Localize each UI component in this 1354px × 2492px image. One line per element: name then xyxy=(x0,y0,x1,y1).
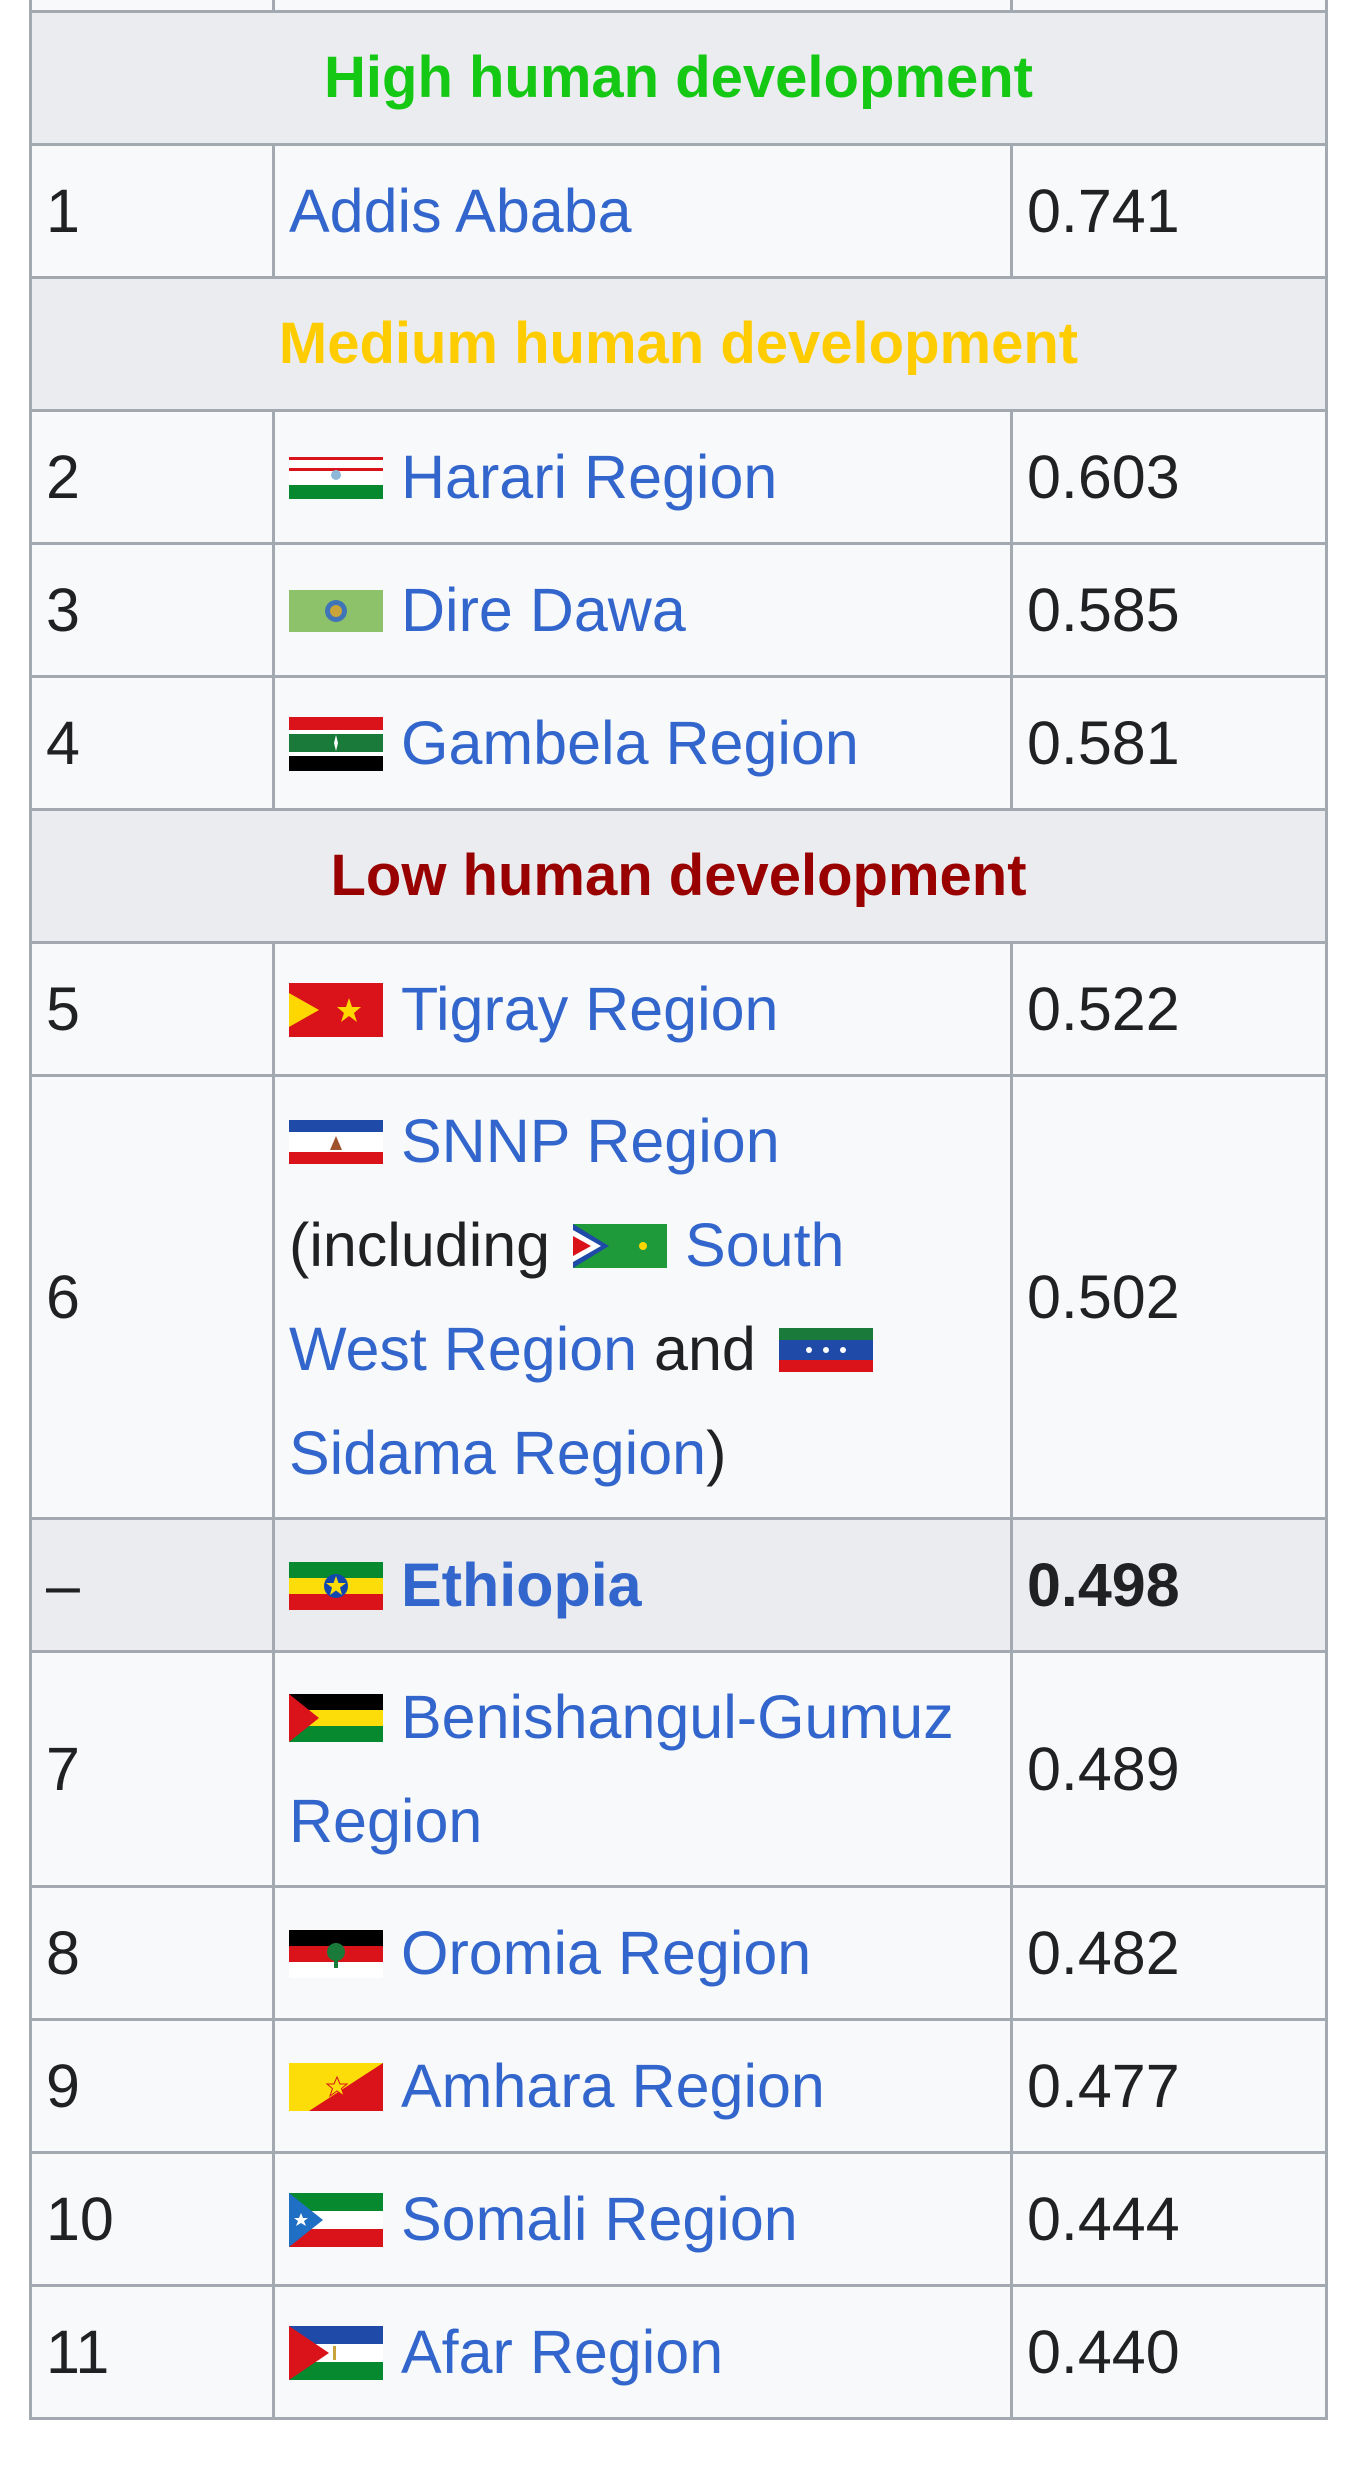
rank-cell: 4 xyxy=(29,675,275,811)
table-row: 3 Dire Dawa 0.585 xyxy=(29,542,1328,678)
region-cell: Afar Region xyxy=(272,2284,1013,2420)
hdi-cell: 0.585 xyxy=(1010,542,1328,678)
hdi-cell: 0.440 xyxy=(1010,2284,1328,2420)
hdi-cell: 0.498 xyxy=(1010,1517,1328,1653)
afar-flag-icon[interactable] xyxy=(289,2325,383,2380)
category-high: High human development xyxy=(29,10,1328,146)
rank-cell: 2 xyxy=(29,409,275,545)
country-link-ethiopia[interactable]: Ethiopia xyxy=(401,1551,642,1619)
region-link-gambela[interactable]: Gambela Region xyxy=(401,709,859,777)
category-high-label: High human development xyxy=(29,10,1328,146)
including-text: (including xyxy=(289,1211,568,1279)
table-row: 2 Harari Region 0.603 xyxy=(29,409,1328,545)
amhara-flag-icon[interactable] xyxy=(289,2062,383,2111)
category-medium: Medium human development xyxy=(29,276,1328,412)
table-row: 7 Benishangul-Gumuz Region 0.489 xyxy=(29,1650,1328,1888)
ethiopia-flag-icon[interactable] xyxy=(289,1561,383,1610)
hdi-cell: 0.741 xyxy=(1010,143,1328,279)
table-row: 5 Tigray Region 0.522 xyxy=(29,941,1328,1077)
rank-cell: 11 xyxy=(29,2284,275,2420)
rank-cell: 7 xyxy=(29,1650,275,1888)
rank-cell: 8 xyxy=(29,1885,275,2021)
region-cell: Oromia Region xyxy=(272,1885,1013,2021)
harari-flag-icon[interactable] xyxy=(289,456,383,499)
region-cell: Tigray Region xyxy=(272,941,1013,1077)
category-low: Low human development xyxy=(29,808,1328,944)
table-row: 11 Afar Region 0.440 xyxy=(29,2284,1328,2420)
region-link-south-west[interactable]: South West Region xyxy=(289,1211,845,1383)
benishangul-flag-icon[interactable] xyxy=(289,1693,383,1742)
south-west-flag-icon[interactable] xyxy=(573,1223,668,1268)
hdi-cell: 0.581 xyxy=(1010,675,1328,811)
region-cell: Benishangul-Gumuz Region xyxy=(272,1650,1013,1888)
dire-dawa-flag-icon[interactable] xyxy=(289,589,383,632)
hdi-table: High human development 1 Addis Ababa 0.7… xyxy=(29,0,1328,2420)
region-link-snnp[interactable]: SNNP Region xyxy=(401,1107,780,1175)
region-cell: Amhara Region xyxy=(272,2018,1013,2154)
and-text: and xyxy=(637,1315,773,1383)
sidama-flag-icon[interactable] xyxy=(778,1327,873,1372)
snnp-flag-icon[interactable] xyxy=(289,1119,383,1164)
hdi-cell: 0.603 xyxy=(1010,409,1328,545)
hdi-cell: 0.489 xyxy=(1010,1650,1328,1888)
region-cell: Addis Ababa xyxy=(272,143,1013,279)
region-cell: Harari Region xyxy=(272,409,1013,545)
category-medium-label: Medium human development xyxy=(29,276,1328,412)
hdi-cell: 0.522 xyxy=(1010,941,1328,1077)
region-cell: Gambela Region xyxy=(272,675,1013,811)
rank-cell: 3 xyxy=(29,542,275,678)
table-row: 8 Oromia Region 0.482 xyxy=(29,1885,1328,2021)
tigray-flag-icon[interactable] xyxy=(289,982,383,1037)
rank-cell: 6 xyxy=(29,1074,275,1520)
region-link-oromia[interactable]: Oromia Region xyxy=(401,1919,812,1987)
table-row: 10 Somali Region 0.444 xyxy=(29,2151,1328,2287)
table-row: 1 Addis Ababa 0.741 xyxy=(29,143,1328,279)
region-cell: Dire Dawa xyxy=(272,542,1013,678)
region-cell: Ethiopia xyxy=(272,1517,1013,1653)
region-link-addis-ababa[interactable]: Addis Ababa xyxy=(289,177,632,245)
hdi-cell: 0.444 xyxy=(1010,2151,1328,2287)
region-link-amhara[interactable]: Amhara Region xyxy=(401,2052,825,2120)
close-paren: ) xyxy=(706,1419,727,1487)
region-cell: SNNP Region (including South West Region… xyxy=(272,1074,1013,1520)
region-link-somali[interactable]: Somali Region xyxy=(401,2185,798,2253)
oromia-flag-icon[interactable] xyxy=(289,1929,383,1978)
table-row: 9 Amhara Region 0.477 xyxy=(29,2018,1328,2154)
region-link-sidama[interactable]: Sidama Region xyxy=(289,1419,707,1487)
rank-cell: 10 xyxy=(29,2151,275,2287)
table-top-edge xyxy=(29,0,1328,13)
rank-cell: 5 xyxy=(29,941,275,1077)
region-link-benishangul-gumuz[interactable]: Benishangul-Gumuz Region xyxy=(289,1683,954,1855)
hdi-table-container: High human development 1 Addis Ababa 0.7… xyxy=(29,0,1328,2420)
table-row-national: – Ethiopia 0.498 xyxy=(29,1517,1328,1653)
region-link-dire-dawa[interactable]: Dire Dawa xyxy=(401,576,686,644)
table-row: 6 SNNP Region (including South West Regi… xyxy=(29,1074,1328,1520)
gambela-flag-icon[interactable] xyxy=(289,716,383,771)
category-low-label: Low human development xyxy=(29,808,1328,944)
hdi-cell: 0.477 xyxy=(1010,2018,1328,2154)
region-link-afar[interactable]: Afar Region xyxy=(401,2318,724,2386)
rank-cell: 9 xyxy=(29,2018,275,2154)
region-link-harari[interactable]: Harari Region xyxy=(401,443,778,511)
hdi-cell: 0.502 xyxy=(1010,1074,1328,1520)
rank-cell: – xyxy=(29,1517,275,1653)
table-row: 4 Gambela Region 0.581 xyxy=(29,675,1328,811)
region-cell: Somali Region xyxy=(272,2151,1013,2287)
hdi-cell: 0.482 xyxy=(1010,1885,1328,2021)
somali-flag-icon[interactable] xyxy=(289,2192,383,2247)
region-link-tigray[interactable]: Tigray Region xyxy=(401,975,779,1043)
rank-cell: 1 xyxy=(29,143,275,279)
